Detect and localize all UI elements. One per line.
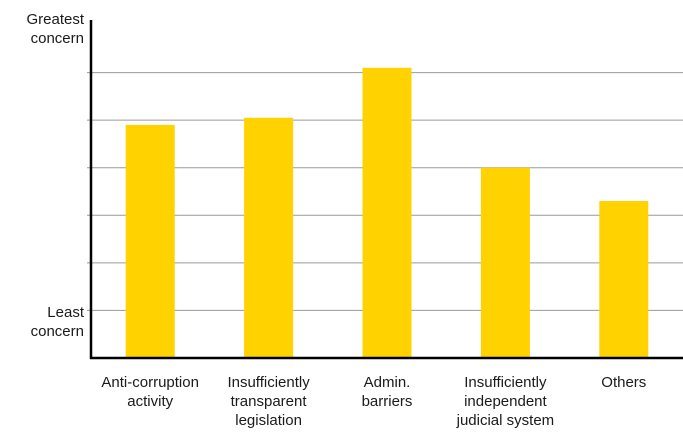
x-tick-label: Insufficiently transparent legislation [227, 374, 310, 429]
y-axis-label-least-concern: Least concern [30, 304, 84, 340]
bar [125, 124, 175, 359]
bar [362, 67, 412, 359]
bar [480, 167, 530, 358]
x-tick-label: Insufficiently independent judicial syst… [456, 374, 555, 429]
y-axis-label-greatest-concern: Greatest concern [26, 11, 84, 47]
bar [244, 117, 294, 358]
bar [599, 201, 649, 358]
x-tick-label: Anti-corruption activity [101, 374, 199, 410]
x-tick-label: Admin. barriers [361, 374, 413, 410]
x-tick-label: Others [601, 374, 647, 391]
